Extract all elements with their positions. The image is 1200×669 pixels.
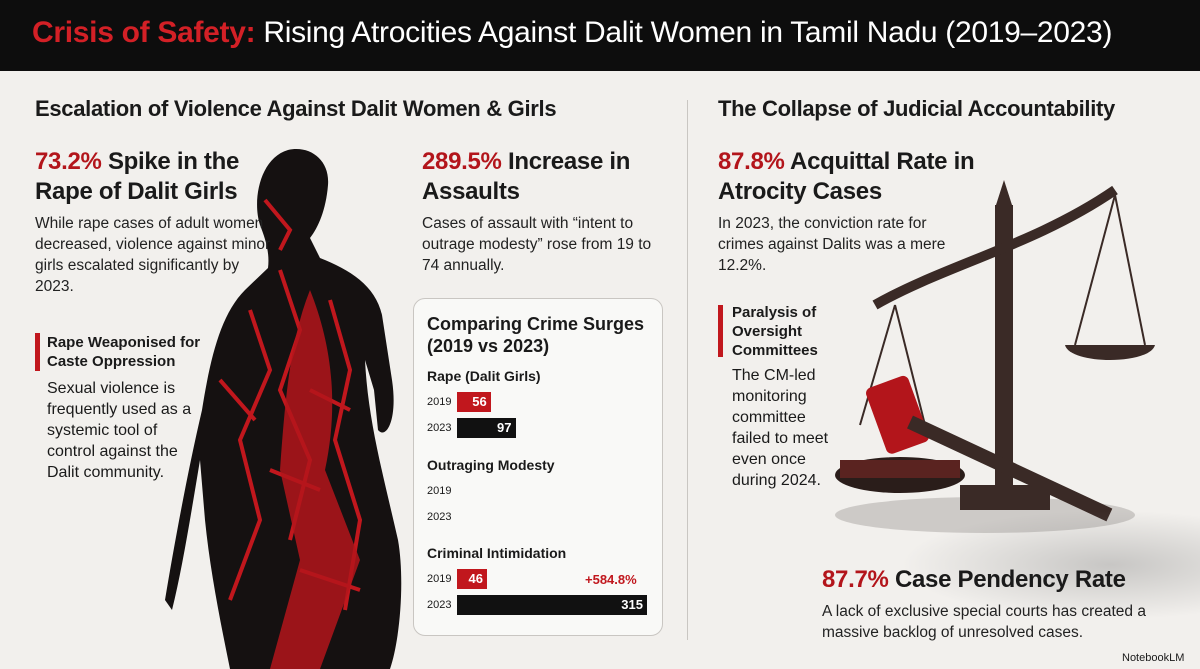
- stat-text: In 2023, the conviction rate for crimes …: [718, 215, 946, 274]
- group-name: Rape (Dalit Girls): [427, 368, 541, 384]
- annotation: +584.8%: [585, 572, 637, 587]
- stat-label: Acquittal Rate in Atrocity Cases: [718, 148, 975, 205]
- title-highlight: Crisis of Safety:: [32, 16, 256, 49]
- stat-label: Spike in the Rape of Dalit Girls: [35, 148, 240, 205]
- callout-title: Paralysis of Oversight Committees: [732, 304, 818, 359]
- footer-brand: NotebookLM: [1122, 652, 1185, 664]
- stat-text: A lack of exclusive special courts has c…: [822, 603, 1146, 641]
- stat-label: Case Pendency Rate: [894, 566, 1126, 593]
- group-name: Criminal Intimidation: [427, 545, 567, 561]
- bar: 315: [457, 595, 647, 615]
- divider: [687, 100, 688, 640]
- bar: 56: [457, 392, 491, 412]
- callout-marker: [35, 333, 40, 371]
- row-label: 2019: [427, 396, 452, 408]
- row-label: 2019: [427, 573, 452, 585]
- row-label: 2023: [427, 599, 452, 611]
- section-heading: The Collapse of Judicial Accountability: [718, 96, 1115, 121]
- chart-title: Comparing Crime Surges (2019 vs 2023): [427, 314, 645, 356]
- callout-marker: [718, 305, 723, 357]
- callout-text: Sexual violence is frequently used as a …: [47, 380, 192, 481]
- stat-text: Cases of assault with “intent to outrage…: [422, 215, 652, 274]
- stat-figure: 289.5%: [422, 148, 502, 175]
- title-rest: Rising Atrocities Against Dalit Women in…: [263, 16, 1113, 49]
- callout-title: Rape Weaponised for Caste Oppression: [47, 334, 201, 370]
- scales-illustration: [835, 180, 1155, 533]
- stat-figure: 87.7%: [822, 566, 889, 593]
- row-label: 2019: [427, 485, 452, 497]
- page-title: Crisis of Safety: Rising Atrocities Agai…: [32, 16, 1112, 50]
- smudge: [900, 510, 1200, 620]
- stat-label: Increase in Assaults: [422, 148, 631, 205]
- bar: 46: [457, 569, 487, 589]
- woman-illustration: [165, 149, 402, 669]
- row-label: 2023: [427, 422, 452, 434]
- stat-headline: 87.7% Case Pendency Rate: [822, 565, 1126, 595]
- bar: 97: [457, 418, 516, 438]
- stat-text: While rape cases of adult women decrease…: [35, 215, 271, 295]
- stat-figure: 73.2%: [35, 148, 102, 175]
- callout-text: The CM-led monitoring committee failed t…: [732, 367, 829, 489]
- stat-headline: 73.2% Spike in the Rape of Dalit Girls: [35, 147, 275, 207]
- group-name: Outraging Modesty: [427, 457, 555, 473]
- stat-headline: 289.5% Increase in Assaults: [422, 147, 652, 207]
- stat-figure: 87.8%: [718, 148, 785, 175]
- header: [0, 0, 1200, 71]
- chart-card: [413, 298, 663, 636]
- row-label: 2023: [427, 511, 452, 523]
- section-heading: Escalation of Violence Against Dalit Wom…: [35, 96, 557, 121]
- stat-headline: 87.8% Acquittal Rate in Atrocity Cases: [718, 147, 988, 207]
